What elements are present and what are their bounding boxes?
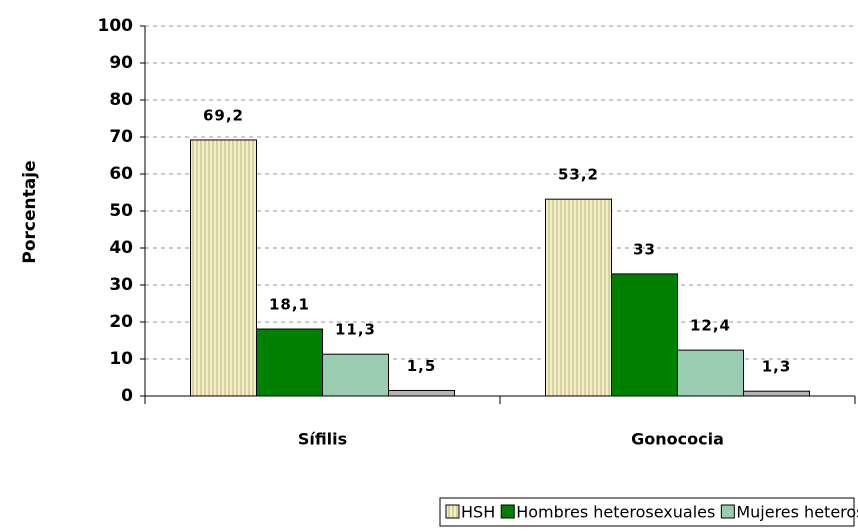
legend-label: Hombres heterosexuales [516,503,715,522]
data-label: 1,3 [762,358,792,376]
bar [743,390,810,397]
data-label: 53,2 [558,166,599,184]
y-tick-label: 30 [109,275,133,295]
y-tick-label: 40 [109,238,133,258]
y-tick-label: 0 [121,386,133,406]
legend-swatch [500,504,515,519]
bar [611,273,678,397]
bar [322,353,389,397]
bar [677,349,744,397]
y-tick-label: 50 [109,201,133,221]
legend-swatch [720,504,735,519]
y-tick-label: 80 [109,90,133,110]
legend-swatch [445,504,460,519]
y-tick-label: 10 [109,349,133,369]
bar [545,198,612,397]
data-label: 11,3 [335,321,376,339]
legend-label: Mujeres heterosexuales [736,503,858,522]
bar [256,328,323,397]
bar [388,389,455,397]
y-axis-label: Porcentaje [20,160,40,263]
y-tick-label: 20 [109,312,133,332]
data-label: 18,1 [269,296,310,314]
data-label: 69,2 [203,106,244,124]
x-tick-label: Gonococia [631,430,724,449]
data-label: 1,5 [407,357,437,375]
bar [190,139,257,397]
data-label: 33 [633,240,656,258]
data-label: 12,4 [690,317,731,335]
y-tick-label: 70 [109,127,133,147]
x-tick-label: Sífilis [298,430,347,449]
y-tick-label: 60 [109,164,133,184]
y-tick-label: 90 [109,53,133,73]
y-tick-label: 100 [98,16,134,36]
legend-label: HSH [461,503,495,522]
